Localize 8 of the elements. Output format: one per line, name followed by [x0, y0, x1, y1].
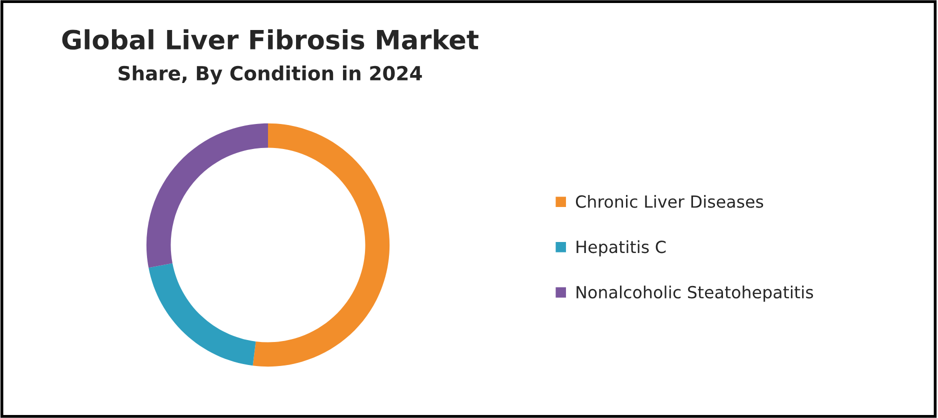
legend-label: Nonalcoholic Steatohepatitis: [576, 286, 814, 302]
donut-slice: [146, 123, 268, 268]
legend-label: Hepatitis C: [576, 240, 666, 256]
legend-label: Chronic Liver Diseases: [576, 195, 764, 208]
donut-slice: [148, 263, 256, 366]
chart-title: Global Liver Fibrosis Market: [62, 29, 478, 50]
chart-subtitle: Share, By Condition in 2024: [118, 66, 422, 84]
donut-slice: [252, 123, 390, 367]
